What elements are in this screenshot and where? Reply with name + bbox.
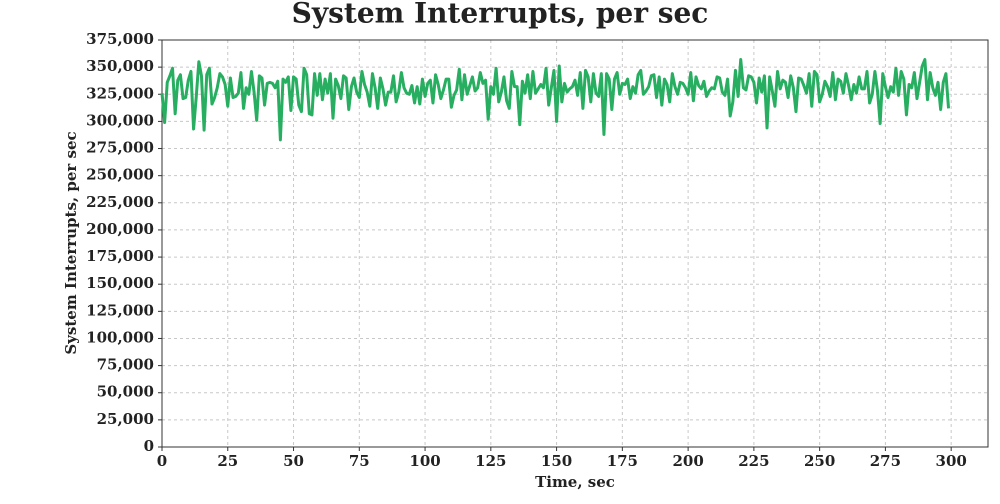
y-tick-label: 150,000 xyxy=(86,274,154,292)
x-tick-label: 125 xyxy=(475,452,506,470)
x-tick-label: 200 xyxy=(672,452,703,470)
y-tick-label: 75,000 xyxy=(97,356,154,374)
y-tick-label: 300,000 xyxy=(86,111,154,129)
y-tick-label: 100,000 xyxy=(86,328,154,346)
x-tick-label: 75 xyxy=(349,452,370,470)
plot-frame xyxy=(161,39,989,448)
y-axis-label: System Interrupts, per sec xyxy=(62,131,80,354)
chart-title: System Interrupts, per sec xyxy=(292,0,709,30)
x-tick-label: 50 xyxy=(283,452,304,470)
y-tick-label: 0 xyxy=(144,437,154,455)
y-tick-label: 325,000 xyxy=(86,84,154,102)
y-tick-label: 225,000 xyxy=(86,193,154,211)
y-tick-label: 200,000 xyxy=(86,220,154,238)
y-tick-label: 50,000 xyxy=(97,383,154,401)
x-axis-label: Time, sec xyxy=(535,473,615,491)
y-tick-label: 250,000 xyxy=(86,166,154,184)
y-tick-label: 275,000 xyxy=(86,139,154,157)
x-tick-label: 25 xyxy=(217,452,238,470)
x-tick-label: 275 xyxy=(870,452,901,470)
y-tick-label: 25,000 xyxy=(97,410,154,428)
x-tick-label: 0 xyxy=(157,452,167,470)
data-line xyxy=(160,58,951,142)
y-tick-label: 350,000 xyxy=(86,57,154,75)
x-tick-label: 300 xyxy=(936,452,967,470)
x-tick-label: 250 xyxy=(804,452,835,470)
y-tick-label: 125,000 xyxy=(86,301,154,319)
y-tick-label: 175,000 xyxy=(86,247,154,265)
y-tick-label: 375,000 xyxy=(86,30,154,48)
x-tick-label: 225 xyxy=(738,452,769,470)
x-tick-label: 100 xyxy=(409,452,440,470)
x-tick-label: 150 xyxy=(541,452,572,470)
x-tick-label: 175 xyxy=(607,452,638,470)
